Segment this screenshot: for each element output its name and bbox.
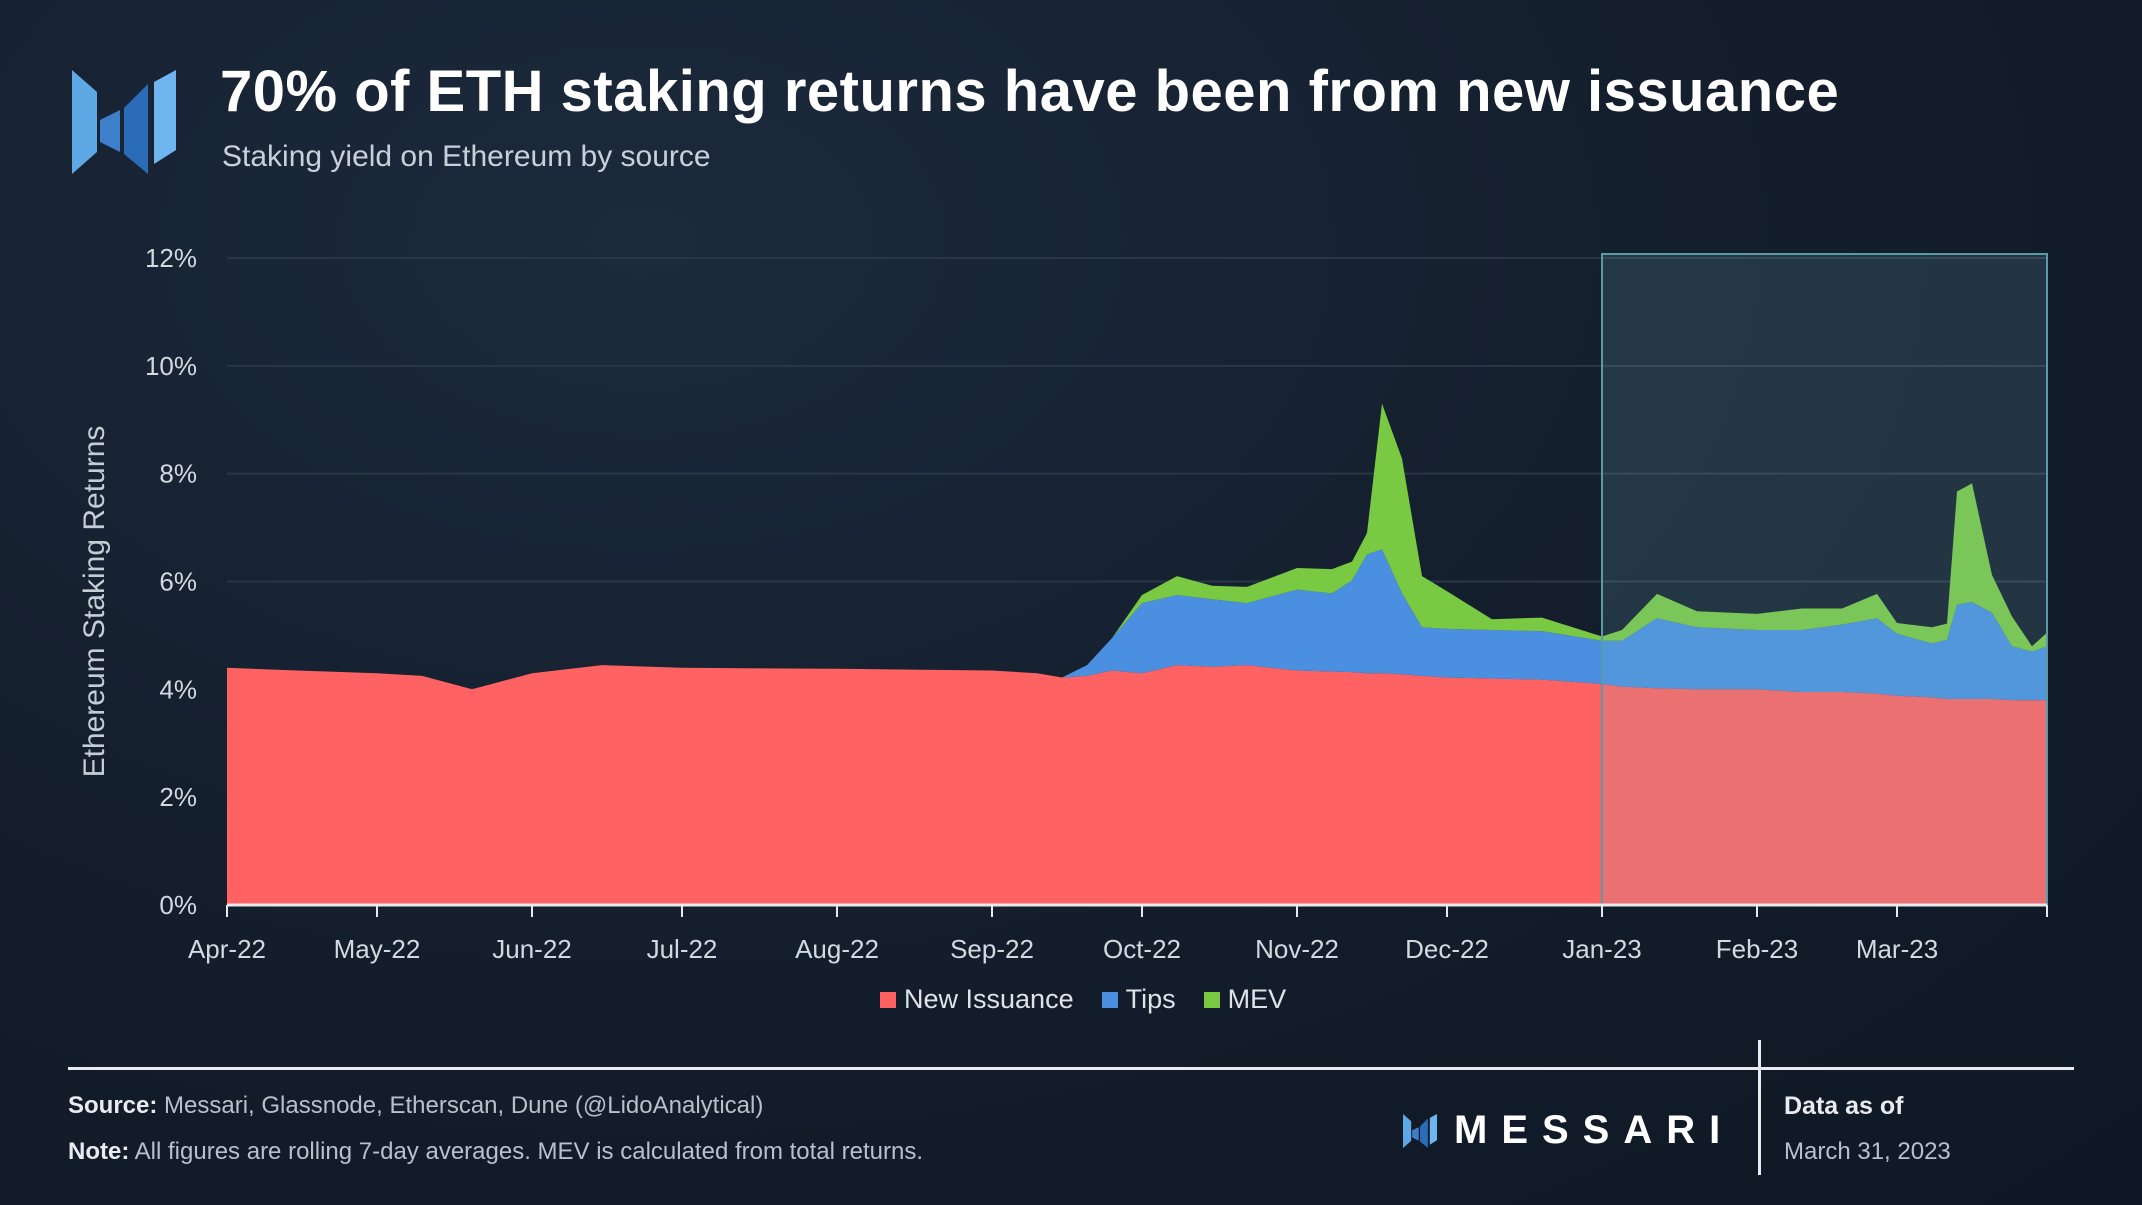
- y-tick-label: 0%: [159, 890, 197, 920]
- footer-brand: MESSARI: [1402, 1108, 1734, 1153]
- area-new-issuance: [227, 665, 2047, 905]
- messari-brand-icon: [1403, 1113, 1438, 1148]
- x-tick-label: Jan-23: [1562, 934, 1642, 964]
- x-tick-label: May-22: [334, 934, 421, 964]
- legend-item-new-issuance: New Issuance: [880, 984, 1074, 1015]
- legend-label-tips: Tips: [1125, 984, 1176, 1014]
- footer-divider: [68, 1067, 2074, 1070]
- x-tick-label: Sep-22: [950, 934, 1034, 964]
- x-tick-label: Dec-22: [1405, 934, 1489, 964]
- footer-source: Source: Messari, Glassnode, Etherscan, D…: [68, 1092, 763, 1120]
- note-text: All figures are rolling 7-day averages. …: [134, 1138, 924, 1165]
- y-tick-label: 10%: [145, 351, 197, 381]
- as-of-date: March 31, 2023: [1784, 1138, 1951, 1165]
- x-tick-label: Apr-22: [188, 934, 266, 964]
- legend-swatch-mev: [1203, 991, 1220, 1008]
- page-subtitle: Staking yield on Ethereum by source: [222, 140, 711, 173]
- area-tips: [227, 549, 2047, 701]
- y-tick-label: 6%: [159, 567, 197, 597]
- legend-swatch-new-issuance: [880, 991, 896, 1008]
- legend-item-tips: Tips: [1101, 984, 1176, 1015]
- legend-swatch-tips: [1101, 991, 1118, 1008]
- x-tick-label: Nov-22: [1255, 934, 1339, 964]
- legend-item-mev: MEV: [1203, 984, 1287, 1015]
- chart-legend: New Issuance Tips MEV: [880, 984, 1286, 1015]
- brand-wordmark: MESSARI: [1454, 1108, 1735, 1152]
- x-tick-label: Jul-22: [647, 934, 718, 964]
- as-of-label: Data as of: [1784, 1092, 1904, 1120]
- x-tick-label: Jun-22: [492, 934, 572, 964]
- source-text: Messari, Glassnode, Etherscan, Dune (@Li…: [164, 1092, 764, 1119]
- legend-label-mev: MEV: [1227, 984, 1287, 1014]
- y-tick-label: 12%: [145, 243, 197, 273]
- source-label: Source:: [68, 1092, 158, 1119]
- x-tick-label: Aug-22: [795, 934, 879, 964]
- y-tick-label: 8%: [159, 459, 197, 489]
- x-tick-label: Mar-23: [1856, 934, 1938, 964]
- messari-logo-icon: [72, 70, 176, 174]
- page-title: 70% of ETH staking returns have been fro…: [220, 59, 1840, 124]
- note-label: Note:: [68, 1138, 130, 1165]
- footer-note: Note: All figures are rolling 7-day aver…: [68, 1138, 923, 1166]
- y-axis-label: Ethereum Staking Returns: [78, 426, 111, 778]
- x-tick-label: Oct-22: [1103, 934, 1181, 964]
- x-tick-label: Feb-23: [1716, 934, 1798, 964]
- legend-label-new-issuance: New Issuance: [904, 984, 1074, 1014]
- y-tick-label: 2%: [159, 782, 197, 812]
- y-tick-label: 4%: [159, 674, 197, 704]
- footer-vertical-divider: [1758, 1040, 1761, 1175]
- highlight-box: [1601, 253, 2048, 906]
